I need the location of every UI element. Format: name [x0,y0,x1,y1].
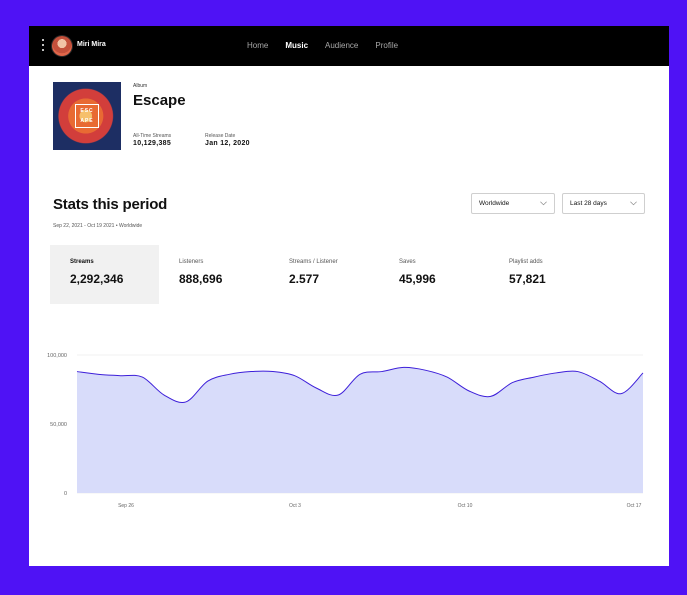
nav-music[interactable]: Music [285,41,309,50]
chevron-down-icon [630,201,637,206]
region-select-value: Worldwide [479,200,510,207]
streams-area [77,367,643,493]
cover-logo: ESC APE [75,104,99,128]
metric-value: 57,821 [509,272,546,286]
metric-value: 45,996 [399,272,436,286]
cover-artwork [56,87,118,145]
nav-profile[interactable]: Profile [375,41,399,50]
main-nav: Home Music Audience Profile [247,41,398,50]
metric-label: Playlist adds [509,259,543,265]
x-tick-label: Sep 26 [118,503,134,509]
chevron-down-icon [540,201,547,206]
date-range-select[interactable]: Last 28 days [562,193,645,214]
more-options-icon[interactable] [41,39,45,53]
x-tick-label: Oct 17 [627,503,642,509]
metric-label: Streams [70,259,94,265]
metric-tile-streams[interactable]: Streams 2,292,346 [50,245,159,304]
all-time-streams-label: All-Time Streams [133,133,172,139]
x-tick-label: Oct 10 [458,503,473,509]
metric-value: 2.577 [289,272,320,286]
y-tick-label: 50,000 [50,422,67,428]
metric-label: Streams / Listener [289,259,338,265]
avatar[interactable] [52,36,72,56]
metric-label: Saves [399,259,416,265]
album-cover[interactable]: ESC APE [53,82,121,150]
region-select[interactable]: Worldwide [471,193,555,214]
stats-title: Stats this period [53,196,168,213]
y-tick-label: 100,000 [47,353,67,359]
release-date-value: Jan 12, 2020 [205,140,250,147]
metric-value: 888,696 [179,272,223,286]
streams-line [76,366,644,403]
nav-home[interactable]: Home [247,41,269,50]
date-range-select-value: Last 28 days [570,200,607,207]
metric-tile-listeners[interactable]: Listeners 888,696 [159,245,268,304]
metric-tile-saves[interactable]: Saves 45,996 [379,245,488,304]
release-date-label: Release Date [205,133,236,139]
album-title: Escape [133,92,186,109]
top-navigation-bar: Miri Mira Home Music Audience Profile [29,26,669,66]
metric-label: Listeners [179,259,204,265]
nav-audience[interactable]: Audience [325,41,359,50]
all-time-streams-value: 10,129,385 [133,140,172,147]
user-name: Miri Mira [77,41,106,48]
x-tick-label: Oct 3 [289,503,301,509]
metric-tile-playlist-adds[interactable]: Playlist adds 57,821 [489,245,598,304]
cover-text-bottom: APE [80,118,94,124]
metric-tile-streams-per-listener[interactable]: Streams / Listener 2.577 [269,245,378,304]
stats-period: Sep 22, 2021 - Oct 19 2021 • Worldwide [53,223,143,229]
album-type-label: Album [133,83,148,89]
metric-value: 2,292,346 [70,272,124,286]
streams-chart: 0 50,000 100,000 Sep 26 Oct 3 Oct 10 Oct 17 [47,353,644,509]
y-tick-label: 0 [64,491,67,497]
cover-text-top: ESC [80,108,94,114]
app-window: Miri Mira Home Music Audience Profile ES… [29,26,669,566]
